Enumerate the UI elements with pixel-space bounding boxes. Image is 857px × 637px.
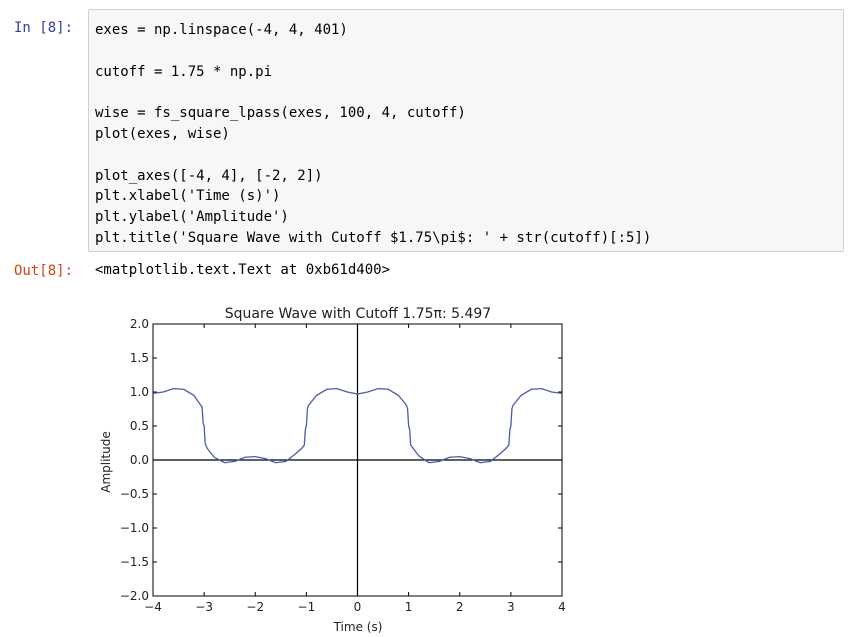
x-tick-label: −4 — [144, 600, 162, 614]
code-line — [95, 145, 651, 166]
code-input-area[interactable]: exes = np.linspace(-4, 4, 401) cutoff = 1… — [88, 9, 844, 252]
x-tick-label: −1 — [298, 600, 316, 614]
output-text: <matplotlib.text.Text at 0xb61d400> — [95, 262, 391, 278]
x-tick-label: 4 — [558, 600, 566, 614]
y-tick-label: −1.0 — [120, 521, 149, 535]
y-tick-label: 2.0 — [130, 317, 149, 331]
y-tick-label: −1.5 — [120, 555, 149, 569]
x-tick-label: −2 — [246, 600, 264, 614]
x-tick-label: 0 — [354, 600, 362, 614]
y-tick-label: −2.0 — [120, 589, 149, 603]
code-line: plot_axes([-4, 4], [-2, 2]) — [95, 167, 323, 184]
x-axis-label: Time (s) — [333, 620, 383, 634]
code-line: plt.ylabel('Amplitude') — [95, 209, 289, 226]
y-axis-label: Amplitude — [99, 431, 113, 493]
y-tick-label: 0.5 — [130, 419, 149, 433]
x-tick-label: 1 — [405, 600, 413, 614]
x-tick-label: 2 — [456, 600, 464, 614]
x-tick-label: 3 — [507, 600, 515, 614]
code-line: wise = fs_square_lpass(exes, 100, 4, cut… — [95, 105, 466, 122]
y-tick-label: 0.0 — [130, 453, 149, 467]
code-line — [95, 41, 651, 62]
code-editor[interactable]: exes = np.linspace(-4, 4, 401) cutoff = 1… — [95, 20, 651, 249]
output-prompt: Out[8]: — [14, 263, 74, 279]
code-line: plt.xlabel('Time (s)') — [95, 188, 281, 205]
y-tick-label: −0.5 — [120, 487, 149, 501]
matplotlib-figure: Square Wave with Cutoff 1.75π: 5.497 −4−… — [95, 300, 585, 635]
code-line: plot(exes, wise) — [95, 125, 230, 142]
y-tick-label: 1.5 — [130, 351, 149, 365]
code-line: plt.title('Square Wave with Cutoff $1.75… — [95, 229, 652, 246]
plot-area: −4 −3 −2 −1 0 1 2 3 4 2.0 1.5 1.0 0.5 0.0 −0.5 −1.0 −1.5… — [120, 317, 566, 614]
chart-title: Square Wave with Cutoff 1.75π: 5.497 — [225, 306, 491, 322]
code-line: cutoff = 1.75 * np.pi — [95, 63, 273, 80]
code-line: exes = np.linspace(-4, 4, 401) — [95, 22, 348, 38]
series-line — [152, 387, 563, 464]
y-tick-label: 1.0 — [130, 385, 149, 399]
code-line — [95, 82, 651, 103]
input-prompt: In [8]: — [14, 20, 74, 36]
x-tick-label: −3 — [195, 600, 213, 614]
